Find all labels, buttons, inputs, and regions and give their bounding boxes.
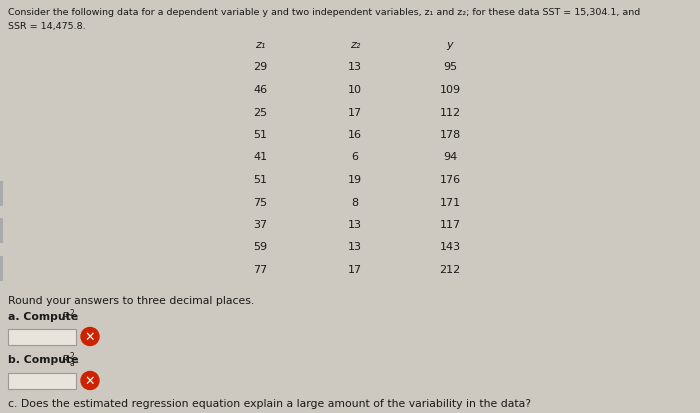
Text: c. Does the estimated regression equation explain a large amount of the variabil: c. Does the estimated regression equatio… (8, 399, 531, 408)
FancyBboxPatch shape (0, 256, 3, 281)
Text: a. Compute: a. Compute (8, 311, 82, 321)
Text: 176: 176 (440, 175, 461, 185)
FancyBboxPatch shape (0, 182, 3, 206)
Text: 17: 17 (348, 107, 362, 117)
Text: 95: 95 (443, 62, 457, 72)
Text: 112: 112 (440, 107, 461, 117)
Text: R: R (62, 355, 69, 365)
Text: 6: 6 (351, 152, 358, 162)
Text: 10: 10 (348, 85, 362, 95)
Text: R: R (62, 311, 69, 321)
Text: 17: 17 (348, 264, 362, 274)
Text: ✕: ✕ (85, 330, 95, 343)
Text: a: a (70, 358, 75, 368)
Text: 212: 212 (440, 264, 461, 274)
Text: 51: 51 (253, 130, 267, 140)
Text: z₁: z₁ (255, 40, 265, 50)
Text: 13: 13 (348, 219, 362, 230)
Text: 16: 16 (348, 130, 362, 140)
Text: 13: 13 (348, 242, 362, 252)
Text: 94: 94 (443, 152, 457, 162)
Circle shape (81, 372, 99, 389)
Text: 117: 117 (440, 219, 461, 230)
Text: 29: 29 (253, 62, 267, 72)
Text: 19: 19 (348, 175, 362, 185)
Text: Consider the following data for a dependent variable y and two independent varia: Consider the following data for a depend… (8, 8, 641, 17)
Text: 41: 41 (253, 152, 267, 162)
FancyBboxPatch shape (0, 219, 3, 244)
Text: 8: 8 (351, 197, 358, 207)
Circle shape (81, 328, 99, 346)
Text: ✕: ✕ (85, 374, 95, 387)
FancyBboxPatch shape (8, 373, 76, 389)
Text: 2: 2 (70, 308, 75, 317)
Text: 37: 37 (253, 219, 267, 230)
Text: 59: 59 (253, 242, 267, 252)
Text: 13: 13 (348, 62, 362, 72)
Text: .: . (75, 311, 78, 321)
Text: SSR = 14,475.8.: SSR = 14,475.8. (8, 22, 85, 31)
Text: 75: 75 (253, 197, 267, 207)
Text: y: y (447, 40, 454, 50)
FancyBboxPatch shape (8, 329, 76, 345)
Text: 77: 77 (253, 264, 267, 274)
Text: 109: 109 (440, 85, 461, 95)
Text: 2: 2 (70, 351, 75, 361)
Text: .: . (76, 355, 79, 365)
Text: z₂: z₂ (350, 40, 360, 50)
Text: 143: 143 (440, 242, 461, 252)
Text: 171: 171 (440, 197, 461, 207)
Text: Round your answers to three decimal places.: Round your answers to three decimal plac… (8, 295, 254, 305)
Text: b. Compute: b. Compute (8, 355, 83, 365)
Text: 25: 25 (253, 107, 267, 117)
Text: 51: 51 (253, 175, 267, 185)
Text: 46: 46 (253, 85, 267, 95)
Text: 178: 178 (440, 130, 461, 140)
